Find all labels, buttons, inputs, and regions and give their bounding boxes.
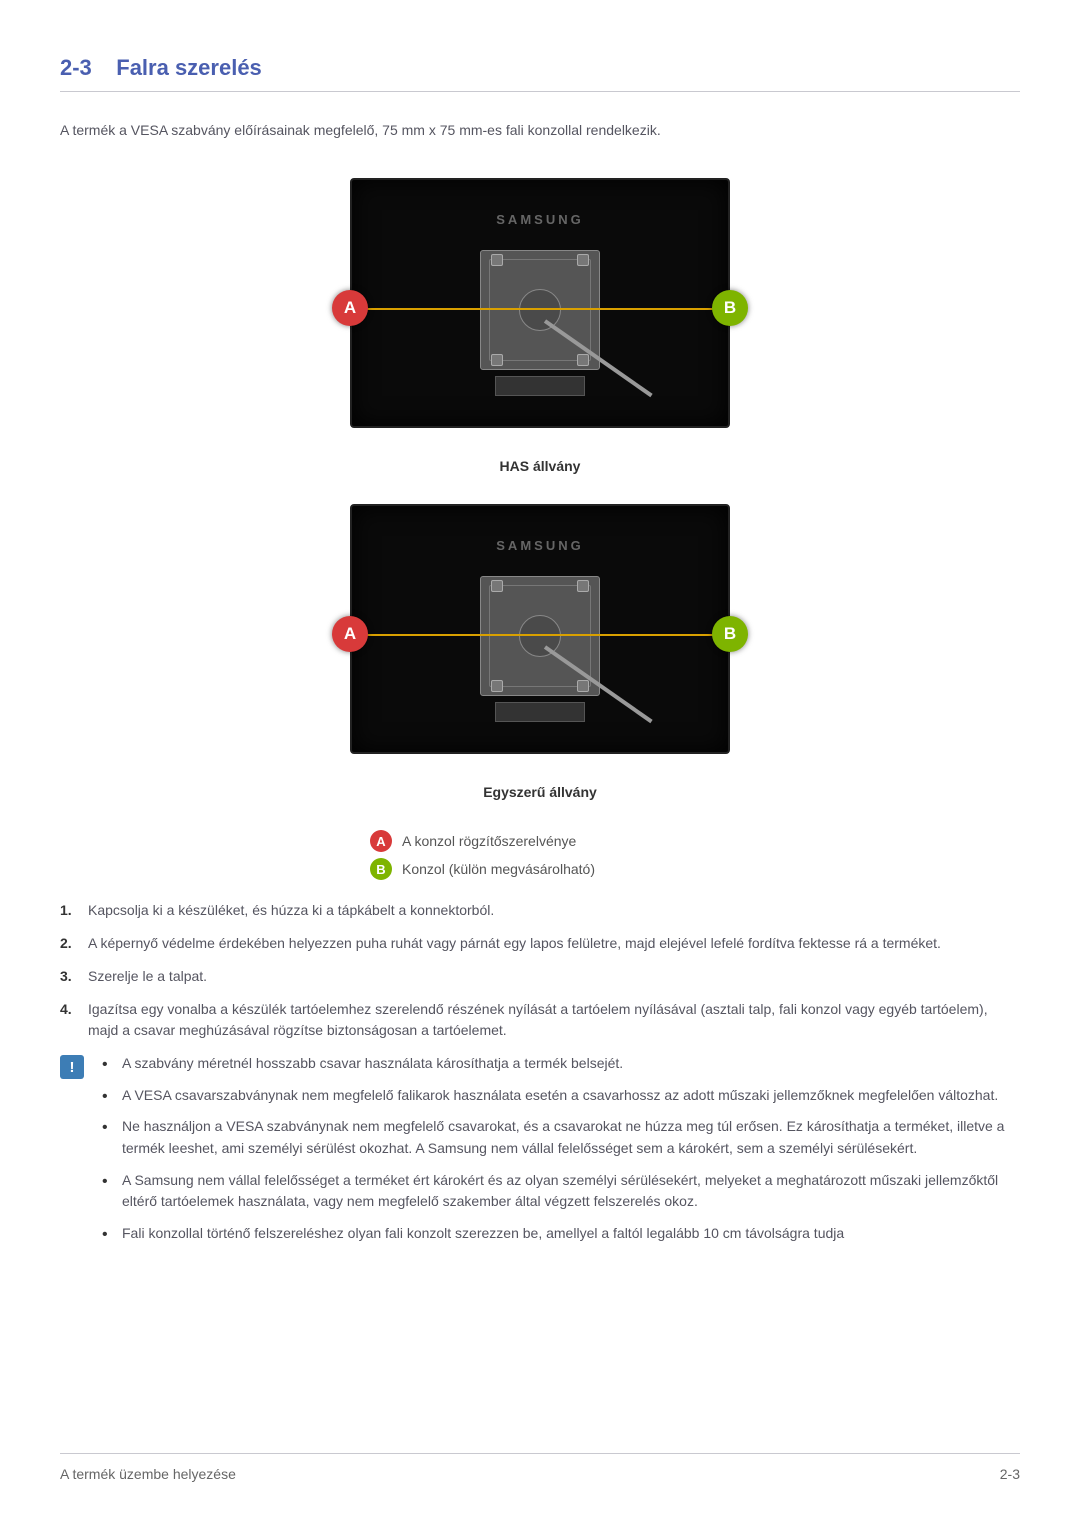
vesa-plate [480,576,600,696]
figure1-caption: HAS állvány [60,458,1020,474]
figure2-caption: Egyszerű állvány [60,784,1020,800]
step-item: Szerelje le a talpat. [60,966,1020,987]
legend-a: A A konzol rögzítőszerelvénye [370,830,710,852]
caution-icon: ! [60,1055,84,1079]
step-item: A képernyő védelme érdekében helyezzen p… [60,933,1020,954]
brand-label: SAMSUNG [352,538,728,553]
monitor-illustration: SAMSUNG A B [350,178,730,428]
callout-a: A [332,290,368,326]
monitor-back: SAMSUNG A B [350,504,730,754]
legend-a-text: A konzol rögzítőszerelvénye [402,833,576,849]
stand-hint [495,702,585,722]
note-item: Ne használjon a VESA szabványnak nem meg… [102,1116,1020,1159]
note-item: Fali konzollal történő felszereléshez ol… [102,1223,1020,1245]
figure-simple-stand: SAMSUNG A B Egyszerű állvány [60,504,1020,800]
note-item: A Samsung nem vállal felelősséget a term… [102,1170,1020,1213]
step-item: Igazítsa egy vonalba a készülék tartóele… [60,999,1020,1041]
legend-b-icon: B [370,858,392,880]
centerline [334,308,746,310]
legend-a-icon: A [370,830,392,852]
footer-right: 2-3 [1000,1466,1020,1482]
callout-a: A [332,616,368,652]
figure-has-stand: SAMSUNG A B HAS állvány [60,178,1020,474]
callout-legend: A A konzol rögzítőszerelvénye B Konzol (… [370,830,710,880]
callout-b: B [712,290,748,326]
callout-b: B [712,616,748,652]
section-title-text: Falra szerelés [116,55,262,80]
note-block: ! A szabvány méretnél hosszabb csavar ha… [60,1053,1020,1255]
section-number: 2-3 [60,55,92,81]
intro-text: A termék a VESA szabvány előírásainak me… [60,122,1020,138]
step-item: Kapcsolja ki a készüléket, és húzza ki a… [60,900,1020,921]
vesa-plate [480,250,600,370]
monitor-back: SAMSUNG A B [350,178,730,428]
instruction-list: Kapcsolja ki a készüléket, és húzza ki a… [60,900,1020,1041]
stand-hint [495,376,585,396]
notes-list: A szabvány méretnél hosszabb csavar hasz… [102,1053,1020,1255]
centerline [334,634,746,636]
footer-left: A termék üzembe helyezése [60,1466,236,1482]
legend-b: B Konzol (külön megvásárolható) [370,858,710,880]
page-footer: A termék üzembe helyezése 2-3 [60,1453,1020,1482]
note-item: A VESA csavarszabványnak nem megfelelő f… [102,1085,1020,1107]
brand-label: SAMSUNG [352,212,728,227]
monitor-illustration: SAMSUNG A B [350,504,730,754]
legend-b-text: Konzol (külön megvásárolható) [402,861,595,877]
section-heading: 2-3 Falra szerelés [60,55,1020,92]
note-item: A szabvány méretnél hosszabb csavar hasz… [102,1053,1020,1075]
